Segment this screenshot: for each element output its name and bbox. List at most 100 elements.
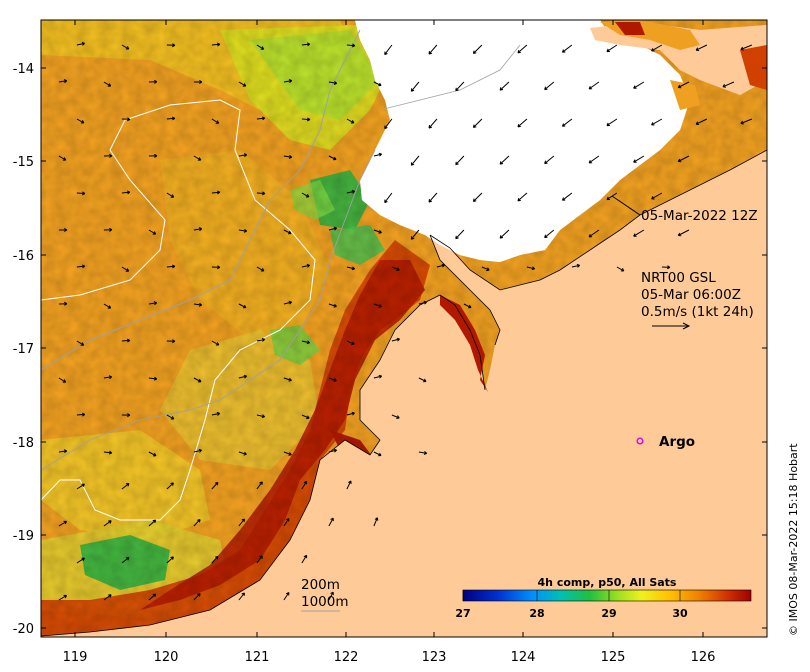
- current-arrow: [148, 229, 157, 235]
- current-arrow: [211, 555, 219, 564]
- lon-tick-label: 126: [691, 650, 716, 665]
- current-arrow: [616, 266, 625, 272]
- current-arrow: [346, 43, 356, 48]
- current-arrow: [571, 263, 581, 268]
- current-arrow: [166, 414, 175, 420]
- current-arrow: [391, 414, 400, 419]
- current-arrow: [103, 227, 113, 232]
- lat-tick-label: -17: [13, 342, 34, 357]
- current-scale-label: 0.5m/s (1kt 24h): [641, 304, 754, 320]
- map-timestamp: 05-Mar-2022 12Z: [641, 208, 758, 224]
- current-arrow: [481, 266, 490, 272]
- current-arrow: [238, 228, 248, 233]
- current-arrow: [588, 229, 600, 238]
- current-arrow: [121, 266, 130, 272]
- current-arrow: [561, 192, 573, 201]
- current-arrow: [695, 44, 708, 51]
- current-arrow: [238, 153, 248, 157]
- current-arrow: [58, 377, 67, 383]
- colorbar-tick-label: 28: [529, 607, 544, 620]
- current-arrow: [76, 412, 86, 417]
- current-time-label: 05-Mar 06:00Z: [641, 287, 741, 303]
- lon-tick-label: 122: [334, 650, 359, 665]
- current-arrow: [677, 81, 690, 89]
- current-arrow: [193, 519, 201, 527]
- lat-tick-label: -18: [13, 436, 34, 451]
- current-arrow: [148, 79, 158, 84]
- current-arrow: [373, 374, 383, 379]
- lat-tick-label: -14: [13, 62, 34, 77]
- current-arrow: [346, 480, 352, 490]
- current-arrow: [455, 155, 465, 166]
- current-arrow: [103, 594, 112, 601]
- current-arrow: [148, 376, 158, 381]
- current-arrow: [58, 155, 67, 161]
- lat-tick-label: -16: [13, 249, 34, 264]
- current-arrow: [166, 482, 174, 490]
- colorbar-title: 4h comp, p50, All Sats: [538, 576, 677, 589]
- current-arrow: [472, 44, 483, 54]
- current-arrow: [193, 448, 203, 453]
- lon-tick-label: 120: [154, 650, 179, 665]
- current-arrow: [283, 229, 292, 235]
- lat-tick-label: -19: [13, 529, 34, 544]
- current-arrow: [211, 42, 221, 47]
- current-arrow: [238, 81, 247, 87]
- current-arrow: [58, 594, 68, 601]
- current-arrow: [328, 81, 338, 85]
- current-arrow: [677, 155, 690, 163]
- current-arrow: [328, 517, 334, 527]
- current-arrow: [238, 592, 245, 601]
- current-arrow: [283, 451, 292, 456]
- current-arrow: [76, 41, 86, 46]
- current-arrow: [499, 229, 510, 239]
- lat-tick-label: -20: [13, 622, 34, 637]
- current-arrow: [166, 339, 176, 344]
- current-arrow: [633, 155, 645, 163]
- current-arrow: [328, 377, 337, 382]
- current-arrow: [103, 450, 113, 455]
- current-arrow: [193, 593, 201, 601]
- current-arrow: [544, 229, 555, 239]
- current-arrow: [455, 81, 465, 92]
- current-arrow: [121, 44, 130, 50]
- current-arrow: [301, 480, 308, 490]
- latitude-axis: -14 -15 -16 -17 -18 -19 -20: [13, 62, 767, 637]
- current-arrow: [418, 377, 427, 383]
- current-arrow: [740, 118, 753, 125]
- current-arrow: [211, 411, 221, 416]
- current-arrow: [283, 518, 290, 527]
- current-arrow: [283, 154, 293, 159]
- current-arrow: [283, 300, 293, 305]
- current-arrow: [301, 554, 308, 564]
- current-arrow: [651, 192, 663, 200]
- current-arrow: [651, 118, 663, 126]
- current-arrow: [588, 81, 600, 90]
- current-arrow: [346, 266, 356, 271]
- current-arrow: [256, 44, 265, 50]
- current-arrow: [238, 303, 247, 309]
- current-arrow: [384, 44, 393, 56]
- current-arrow: [148, 301, 158, 306]
- current-arrow: [76, 340, 85, 346]
- current-arrow: [391, 337, 400, 342]
- lon-tick-label: 125: [601, 650, 626, 665]
- current-arrow: [166, 116, 176, 121]
- current-arrow: [346, 189, 356, 194]
- colorbar-tick-label: 30: [672, 607, 688, 620]
- current-arrow: [121, 413, 131, 418]
- lon-tick-label: 124: [511, 650, 536, 665]
- current-arrow: [121, 190, 131, 195]
- current-arrow: [633, 81, 645, 89]
- current-arrow: [740, 44, 753, 51]
- current-arrow: [148, 593, 157, 601]
- current-arrow: [121, 557, 130, 564]
- current-arrow: [328, 591, 334, 601]
- current-arrow: [211, 340, 220, 346]
- current-arrow: [428, 192, 438, 203]
- current-arrow: [373, 81, 382, 87]
- current-arrow: [391, 266, 400, 271]
- current-arrow: [211, 190, 221, 195]
- current-arrow: [373, 229, 382, 234]
- current-arrow: [166, 43, 176, 48]
